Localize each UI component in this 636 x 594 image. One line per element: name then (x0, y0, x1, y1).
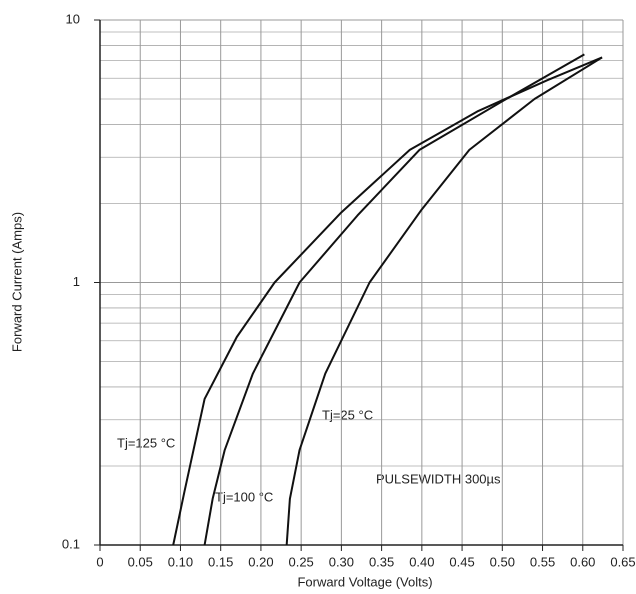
x-tick-label: 0.05 (128, 554, 153, 569)
series-label: Tj=100 °C (215, 489, 273, 504)
x-tick-label: 0.35 (369, 554, 394, 569)
x-axis-label: Forward Voltage (Volts) (297, 574, 432, 589)
y-tick-label: 0.1 (62, 536, 80, 551)
series-label: Tj=25 °C (322, 407, 373, 422)
x-tick-label: 0.10 (168, 554, 193, 569)
series-line (203, 53, 585, 546)
y-tick-label: 10 (66, 11, 80, 26)
x-tick-label: 0.55 (530, 554, 555, 569)
y-axis-label: Forward Current (Amps) (9, 212, 24, 352)
x-tick-label: 0.65 (610, 554, 635, 569)
x-tick-label: 0.25 (288, 554, 313, 569)
annotation: PULSEWIDTH 300µs (376, 471, 501, 486)
series-line (285, 56, 603, 546)
x-tick-label: 0.40 (409, 554, 434, 569)
series-label: Tj=125 °C (117, 435, 175, 450)
x-tick-label: 0.45 (449, 554, 474, 569)
x-tick-label: 0.15 (208, 554, 233, 569)
x-tick-label: 0 (96, 554, 103, 569)
x-tick-label: 0.50 (490, 554, 515, 569)
x-tick-label: 0.60 (570, 554, 595, 569)
y-tick-label: 1 (73, 274, 80, 289)
x-tick-label: 0.20 (248, 554, 273, 569)
x-tick-label: 0.30 (329, 554, 354, 569)
